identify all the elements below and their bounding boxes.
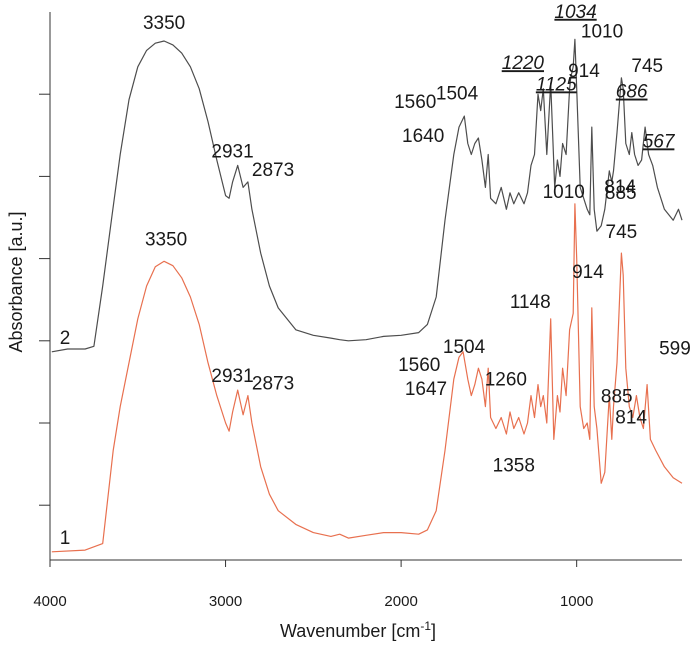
peak-label-s1-1560: 1560 — [398, 355, 440, 376]
peak-label-s1-1358: 1358 — [493, 456, 535, 477]
series-layer: 12 — [51, 38, 683, 553]
peak-label-s2-914: 914 — [568, 61, 600, 82]
peak-label-s1-2873: 2873 — [252, 374, 294, 395]
series-id-label-2: 2 — [60, 328, 71, 349]
peak-label-s1-1148: 1148 — [510, 292, 551, 313]
peak-label-s1-885: 885 — [601, 387, 633, 408]
x-tick-label-3000: 3000 — [209, 593, 242, 610]
peak-label-s2-1010: 1010 — [581, 21, 623, 42]
peak-label-s2-1125: 1125 — [536, 74, 577, 95]
peak-label-s1-1010: 1010 — [543, 182, 585, 203]
series-line-2 — [51, 38, 683, 353]
peak-label-s1-745: 745 — [606, 222, 638, 243]
peak-label-s2-686: 686 — [616, 82, 648, 103]
x-axis-title-sup: -1 — [420, 619, 431, 633]
x-tick-label-4000: 4000 — [33, 593, 66, 610]
x-axis-title-main: Wavenumber [cm — [280, 621, 420, 641]
peak-label-s2-1034: 1034 — [554, 2, 596, 23]
peak-label-s2-814: 814 — [604, 177, 636, 198]
peak-label-s1-3350: 3350 — [145, 229, 187, 250]
peak-label-s2-1640: 1640 — [402, 126, 444, 147]
peak-label-s2-2931: 2931 — [211, 141, 253, 162]
x-axis-title: Wavenumber [cm-1] — [280, 619, 436, 641]
y-axis-title: Absorbance [a.u.] — [6, 211, 26, 352]
peak-label-s2-1504: 1504 — [436, 84, 479, 105]
series-id-label-1: 1 — [60, 528, 71, 549]
peak-label-s2-567: 567 — [643, 131, 676, 152]
x-axis-title-end: ] — [431, 621, 436, 641]
series-line-1 — [51, 203, 683, 553]
peak-label-s1-1504: 1504 — [443, 337, 486, 358]
axes-layer — [49, 12, 682, 561]
x-tick-label-2000: 2000 — [384, 593, 417, 610]
peak-label-s1-814: 814 — [615, 408, 647, 429]
peak-label-s2-2873: 2873 — [252, 160, 294, 181]
ticks-layer: 4000 3000 2000 1000 — [33, 93, 593, 610]
x-tick-label-1000: 1000 — [560, 593, 593, 610]
peak-label-s1-2931: 2931 — [211, 366, 253, 387]
peak-label-s2-1220: 1220 — [502, 53, 545, 74]
peak-label-s2-3350: 3350 — [143, 13, 185, 34]
peak-label-s1-914: 914 — [572, 262, 604, 283]
peak-label-s2-885: 885 — [605, 183, 637, 204]
peak-label-s1-1260: 1260 — [485, 370, 527, 391]
peak-label-s2-745: 745 — [631, 56, 663, 77]
peak-label-s1-599: 599 — [659, 339, 691, 360]
peak-label-s1-1647: 1647 — [405, 379, 447, 400]
peak-label-s2-1560: 1560 — [394, 92, 436, 113]
